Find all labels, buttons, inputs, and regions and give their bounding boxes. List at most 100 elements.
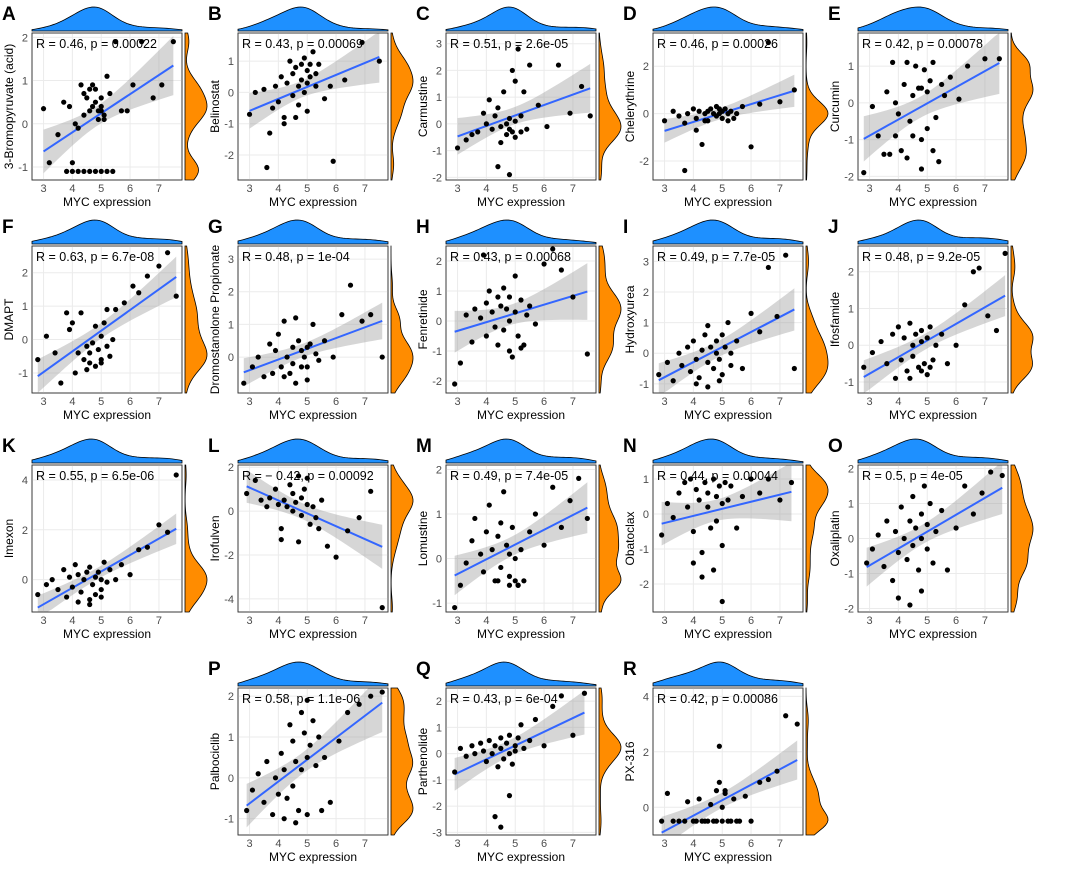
y-tick-label: -1 (639, 544, 649, 556)
data-point (304, 475, 310, 481)
data-point (930, 560, 936, 566)
y-tick-label: 4 (643, 691, 649, 703)
panel-letter: O (828, 436, 843, 457)
x-tick-label: 3 (454, 838, 460, 850)
data-point (518, 547, 524, 553)
data-point (295, 473, 302, 479)
x-tick-label: 3 (866, 183, 872, 195)
data-point (46, 160, 52, 166)
x-axis-label: MYC expression (269, 850, 357, 864)
data-point (278, 750, 284, 756)
data-point (509, 129, 515, 135)
data-point (84, 569, 90, 575)
stat-annotation: R = 0.5, p = 4e-05 (862, 469, 963, 483)
data-point (921, 67, 927, 73)
plot-border (445, 32, 597, 181)
data-point (501, 89, 507, 95)
data-point (924, 89, 930, 95)
data-point (933, 342, 939, 348)
data-point (503, 542, 510, 548)
y-tick-label: 0 (643, 109, 649, 121)
y-tick-label: -1 (844, 569, 854, 581)
y-tick-label: 0 (848, 534, 854, 546)
y-tick-label: -1 (432, 146, 442, 158)
data-point (713, 818, 720, 824)
plot-area (31, 32, 183, 181)
data-point (918, 338, 925, 345)
x-axis-label: MYC expression (477, 195, 565, 209)
data-point (690, 106, 696, 112)
data-point (104, 73, 110, 79)
y-tick-label: -2 (639, 579, 649, 591)
data-point (304, 754, 310, 761)
data-point (939, 331, 945, 337)
data-point (472, 306, 478, 312)
y-axis-label: Palbociclib (208, 732, 222, 790)
x-tick-label: 4 (895, 615, 901, 627)
data-point (78, 310, 84, 316)
data-point (92, 99, 99, 105)
data-point (486, 288, 492, 294)
data-point (475, 129, 481, 135)
data-point (495, 342, 501, 348)
data-point (316, 357, 322, 363)
data-point (722, 790, 728, 796)
x-tick-label: 5 (512, 183, 518, 195)
x-tick-label: 5 (924, 615, 930, 627)
panel-letter: K (2, 436, 16, 457)
data-point (173, 472, 179, 478)
x-tick-label: 5 (719, 838, 725, 850)
x-tick-label: 3 (661, 615, 667, 627)
y-tick-label: 2 (643, 747, 649, 759)
regression-line (457, 87, 591, 138)
confidence-band (37, 256, 177, 393)
data-point (728, 108, 734, 114)
data-point (87, 601, 93, 608)
data-point (304, 697, 310, 703)
y-density-curve (805, 32, 829, 181)
data-point (293, 820, 299, 826)
data-point (316, 734, 322, 740)
x-density-curve (652, 6, 804, 32)
data-point (301, 89, 307, 96)
stat-annotation: R = 0.51, p = 2.6e-05 (450, 37, 568, 51)
x-tick-label: 7 (156, 183, 162, 195)
data-point (890, 577, 896, 584)
data-point (304, 377, 310, 383)
data-point (705, 490, 711, 496)
x-tick-label: 5 (304, 183, 310, 195)
data-point (550, 246, 556, 252)
y-tick-label: 2 (22, 525, 28, 537)
y-axis-label: Curcumin (828, 81, 842, 132)
data-point (699, 549, 705, 556)
y-axis-label: Oxaliplatin (828, 510, 842, 566)
data-point (113, 306, 119, 313)
data-point (457, 582, 464, 588)
data-point (970, 511, 976, 517)
data-point (298, 77, 305, 83)
data-point (330, 354, 336, 360)
y-tick-label: -1 (844, 135, 854, 147)
data-point (962, 302, 968, 308)
x-density-curve (652, 219, 804, 245)
data-point (356, 701, 362, 707)
y-tick-label: -4 (224, 594, 234, 606)
data-point (719, 332, 725, 338)
data-point (676, 490, 682, 496)
data-point (281, 374, 287, 380)
data-point (298, 347, 305, 354)
data-point (78, 589, 84, 595)
y-tick-label: -1 (18, 368, 28, 380)
panel-letter: E (828, 4, 841, 25)
stat-annotation: R = 0.49, p = 7.4e-05 (450, 469, 568, 483)
plot-border (31, 32, 183, 181)
y-tick-label: 3 (436, 39, 442, 51)
data-point (290, 508, 296, 514)
x-tick-label: 5 (512, 615, 518, 627)
data-point (676, 113, 682, 119)
x-tick-label: 7 (362, 396, 368, 408)
data-point (794, 721, 800, 727)
data-point (512, 309, 518, 315)
data-point (293, 64, 299, 71)
x-density-curve (445, 219, 597, 245)
